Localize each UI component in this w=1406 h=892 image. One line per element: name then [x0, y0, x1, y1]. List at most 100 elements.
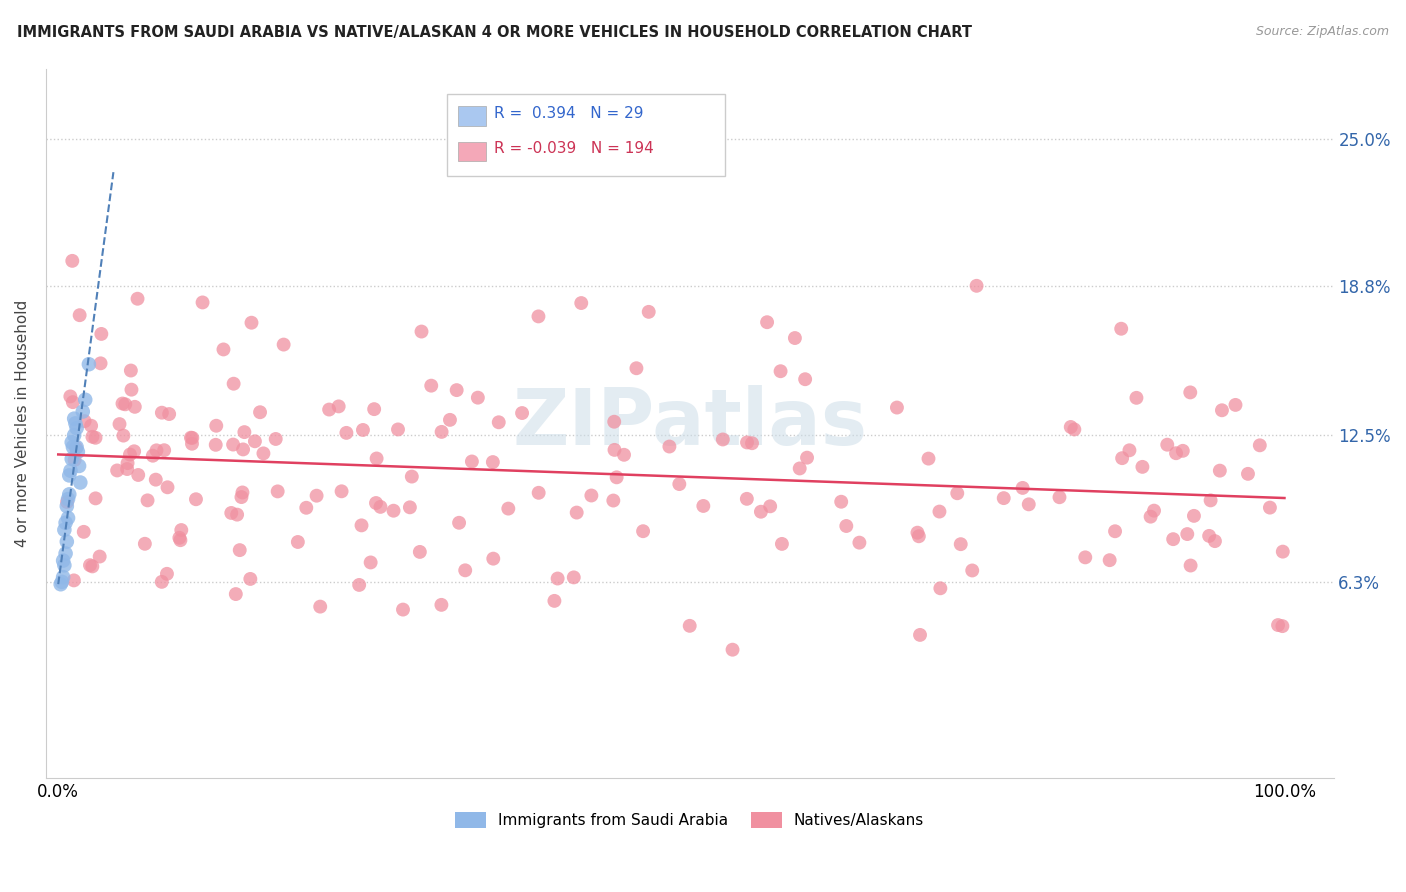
Point	[498, 501, 520, 516]
Point	[1182, 508, 1205, 523]
Point	[439, 413, 461, 427]
Y-axis label: 4 or more Vehicles in Household: 4 or more Vehicles in Household	[15, 300, 30, 547]
Point	[53, 558, 76, 573]
Point	[1175, 527, 1198, 541]
Text: R = -0.039   N = 194: R = -0.039 N = 194	[494, 142, 654, 156]
Point	[1249, 438, 1271, 452]
Point	[928, 505, 950, 519]
Point	[150, 406, 173, 420]
Point	[1063, 422, 1085, 436]
Point	[387, 422, 409, 436]
Point	[510, 406, 533, 420]
Point	[929, 582, 952, 596]
Point	[204, 438, 226, 452]
Point	[1271, 544, 1294, 558]
Point	[229, 543, 252, 558]
Point	[749, 505, 772, 519]
Point	[637, 305, 659, 319]
Point	[184, 492, 207, 507]
Point	[249, 405, 271, 419]
Point	[735, 435, 758, 450]
Point	[392, 602, 415, 616]
Point	[67, 458, 90, 473]
Point	[226, 508, 249, 522]
Point	[1267, 618, 1289, 632]
Point	[56, 511, 79, 525]
Point	[330, 484, 353, 499]
Point	[63, 411, 86, 425]
Point	[1180, 385, 1202, 400]
Point	[769, 364, 792, 378]
Point	[136, 493, 159, 508]
Point	[80, 418, 103, 433]
Point	[73, 524, 96, 539]
Point	[117, 456, 139, 470]
Point	[399, 500, 422, 515]
Text: IMMIGRANTS FROM SAUDI ARABIA VS NATIVE/ALASKAN 4 OR MORE VEHICLES IN HOUSEHOLD C: IMMIGRANTS FROM SAUDI ARABIA VS NATIVE/A…	[17, 25, 972, 40]
Point	[1018, 497, 1040, 511]
Text: ZIPatlas: ZIPatlas	[512, 385, 868, 461]
Point	[835, 519, 858, 533]
Point	[53, 523, 76, 537]
Point	[124, 400, 146, 414]
Point	[783, 331, 806, 345]
Point	[62, 440, 84, 454]
Point	[449, 516, 471, 530]
Point	[382, 504, 405, 518]
Point	[1156, 438, 1178, 452]
Point	[145, 443, 167, 458]
Point	[613, 448, 636, 462]
Point	[631, 524, 654, 539]
Point	[66, 444, 89, 458]
Point	[1225, 398, 1247, 412]
Point	[794, 372, 817, 386]
Point	[264, 432, 287, 446]
Point	[759, 500, 782, 514]
Point	[60, 451, 83, 466]
Point	[1211, 403, 1233, 417]
Point	[848, 535, 870, 549]
Point	[370, 500, 392, 514]
Point	[1237, 467, 1260, 481]
Point	[82, 430, 104, 444]
Point	[960, 564, 983, 578]
Point	[240, 316, 263, 330]
Point	[603, 415, 626, 429]
Point	[73, 414, 96, 428]
Point	[1161, 532, 1184, 546]
Point	[60, 435, 83, 450]
Point	[658, 440, 681, 454]
Point	[547, 572, 569, 586]
Point	[364, 496, 387, 510]
Point	[65, 417, 87, 431]
Point	[243, 434, 266, 449]
Point	[1104, 524, 1126, 539]
Point	[84, 431, 107, 445]
Point	[741, 436, 763, 450]
Point	[1199, 493, 1222, 508]
Point	[692, 499, 714, 513]
Point	[366, 451, 388, 466]
Point	[63, 574, 86, 588]
Point	[56, 495, 79, 509]
Point	[252, 446, 274, 460]
Point	[993, 491, 1015, 505]
Point	[122, 444, 145, 458]
Point	[966, 278, 988, 293]
Point	[454, 563, 477, 577]
Point	[212, 343, 235, 357]
Point	[134, 537, 156, 551]
Point	[169, 531, 191, 545]
Point	[569, 296, 592, 310]
Point	[1011, 481, 1033, 495]
Point	[908, 529, 931, 543]
Point	[156, 566, 179, 581]
Point	[363, 402, 385, 417]
Point	[1180, 558, 1202, 573]
Point	[1271, 619, 1294, 633]
Point	[51, 574, 73, 589]
Point	[770, 537, 793, 551]
Point	[69, 475, 91, 490]
Point	[565, 506, 588, 520]
Point	[142, 449, 165, 463]
